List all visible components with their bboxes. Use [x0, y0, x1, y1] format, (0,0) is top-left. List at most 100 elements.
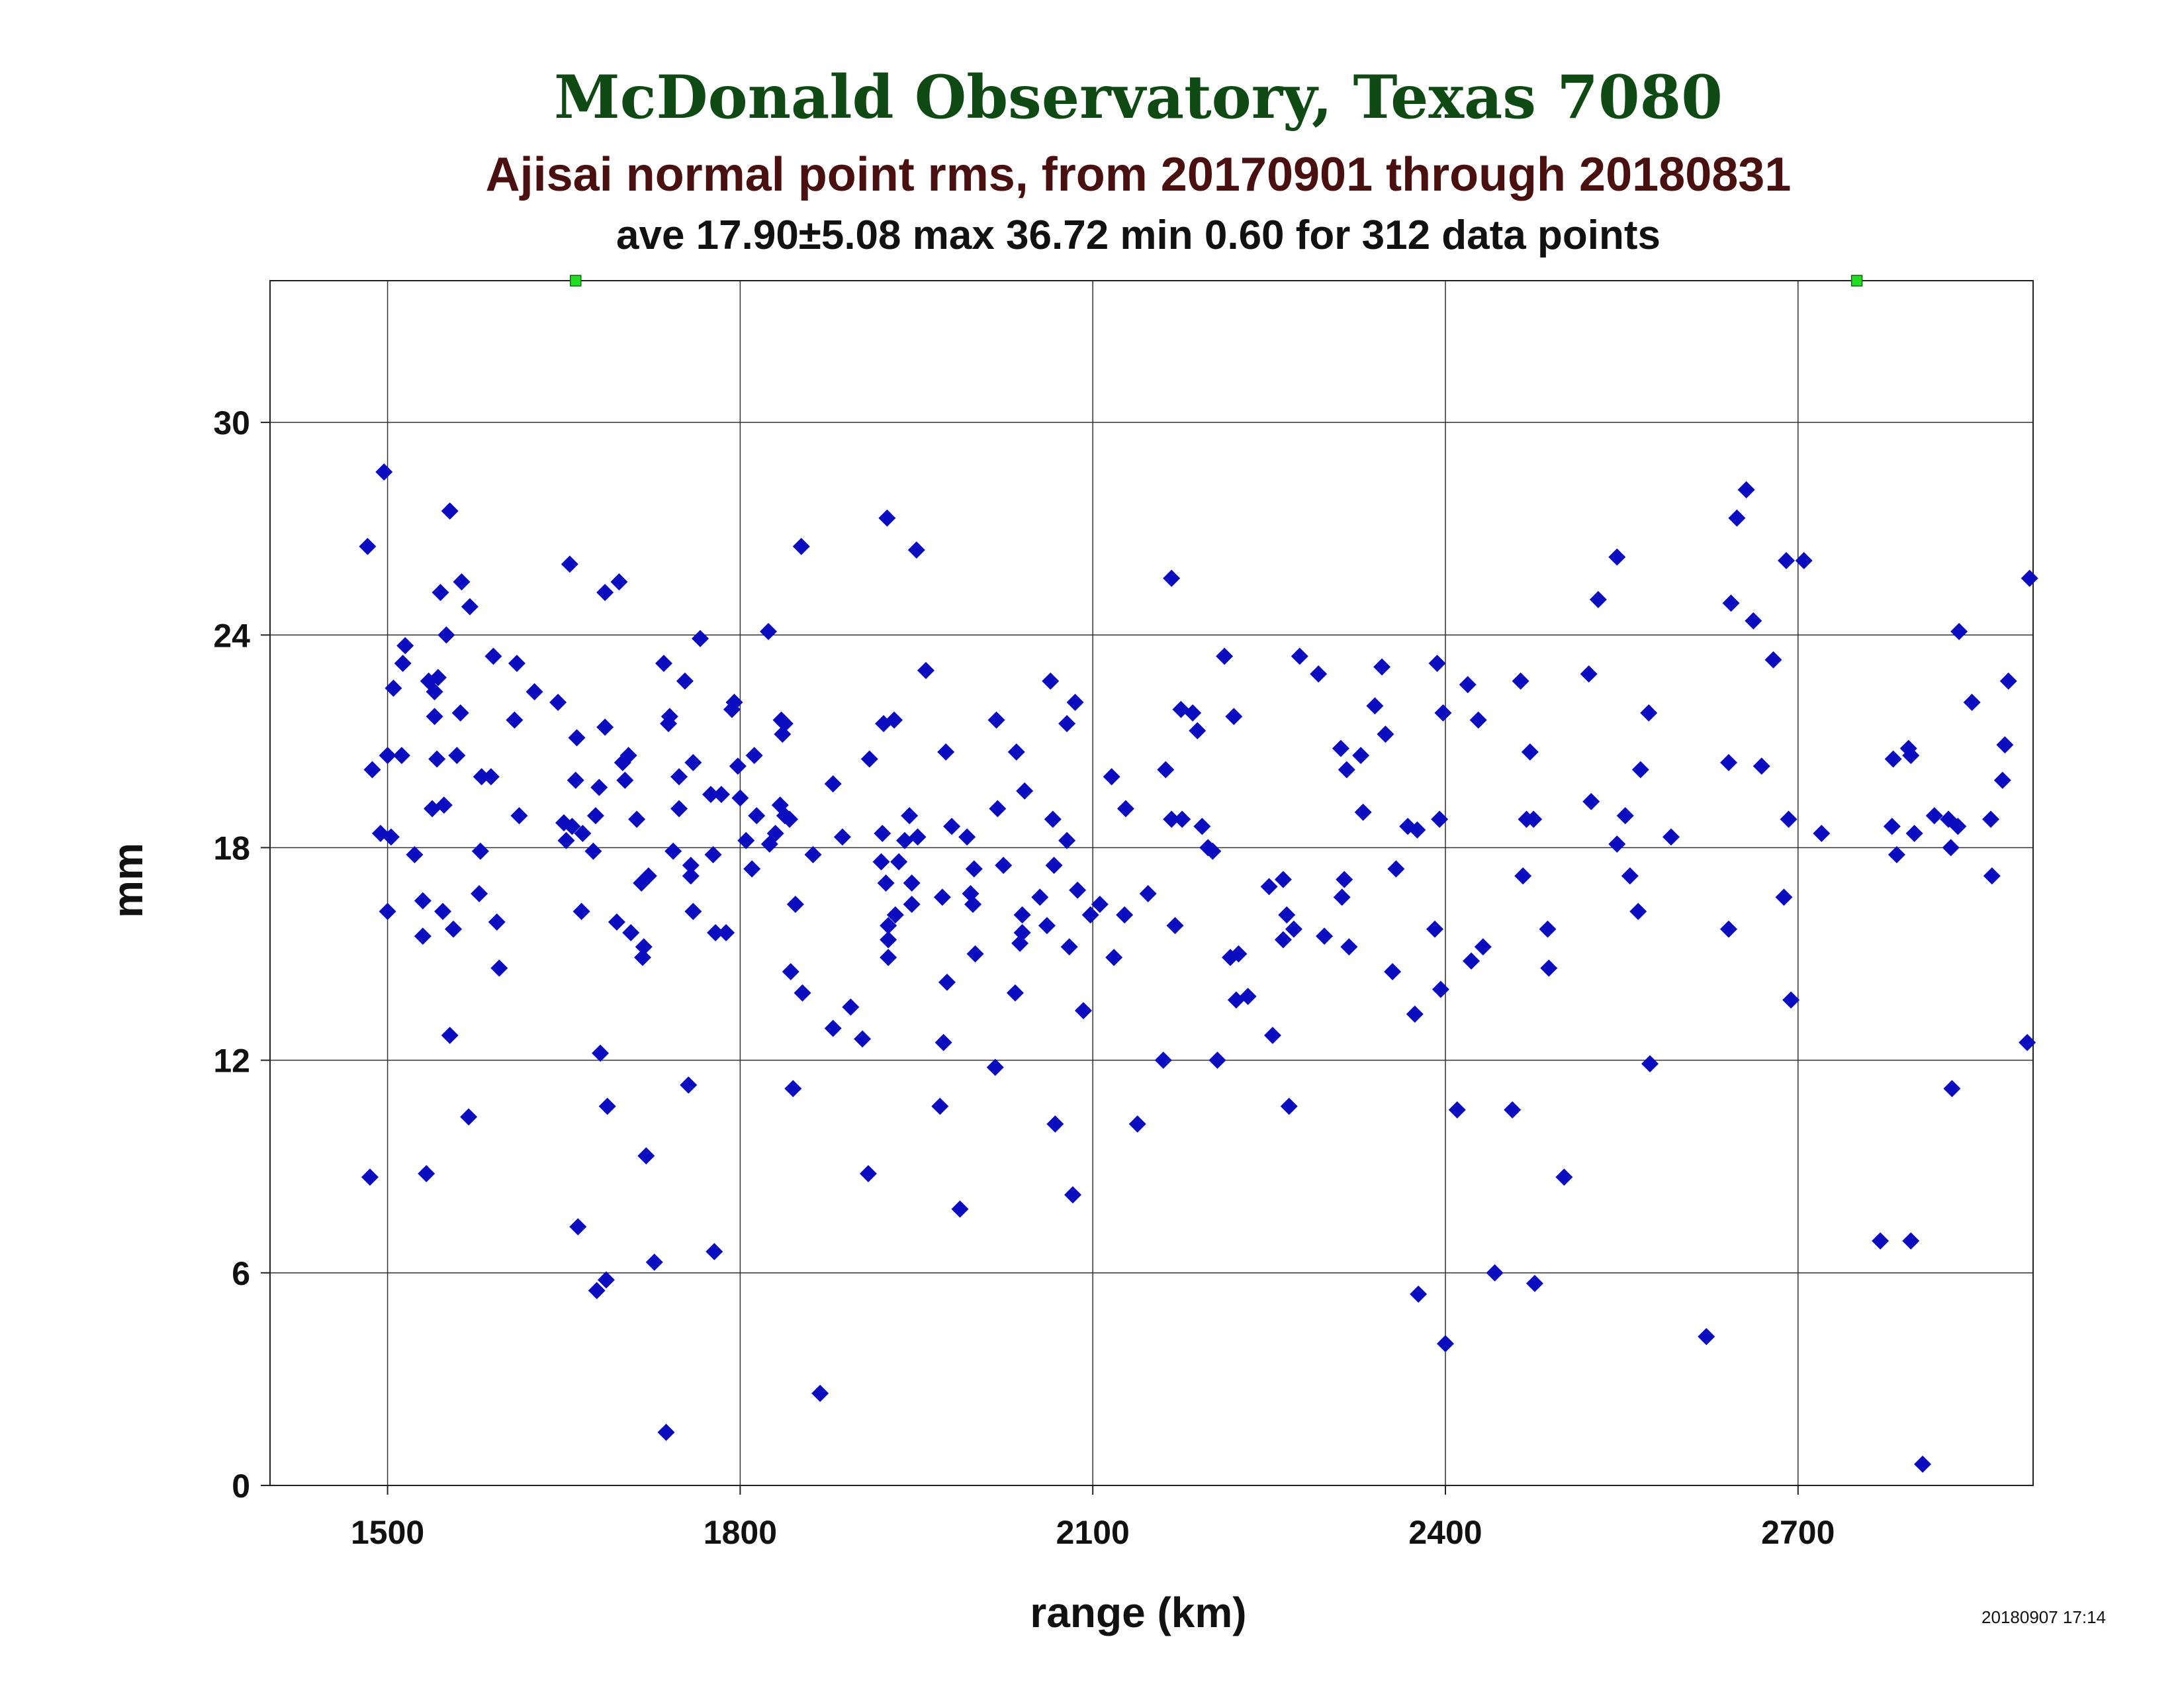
data-point — [909, 828, 927, 846]
data-point — [707, 923, 725, 941]
data-point — [2021, 569, 2038, 587]
data-point — [1193, 818, 1211, 835]
data-point — [664, 842, 682, 860]
data-point — [1434, 704, 1452, 722]
data-point — [637, 1147, 655, 1165]
data-point — [1608, 548, 1626, 566]
data-point — [951, 1200, 969, 1218]
data-point — [1883, 818, 1901, 835]
data-point — [886, 711, 903, 729]
data-point — [1795, 551, 1813, 569]
data-point — [1016, 782, 1034, 800]
chart-title: McDonald Observatory, Texas 7080 — [554, 62, 1723, 132]
data-point — [1884, 750, 1902, 768]
data-point — [1437, 1335, 1454, 1352]
data-point — [1459, 676, 1477, 694]
data-point — [901, 807, 919, 825]
data-point — [1154, 1051, 1172, 1069]
data-point — [792, 538, 810, 555]
data-point — [1778, 551, 1796, 569]
data-point — [1260, 878, 1278, 896]
data-point — [1103, 768, 1120, 786]
data-point — [1950, 622, 1968, 640]
data-point — [1006, 984, 1024, 1002]
data-point — [682, 867, 700, 885]
data-point — [1728, 509, 1746, 527]
data-point — [748, 807, 766, 825]
data-point — [1058, 831, 1076, 849]
data-point — [712, 786, 730, 804]
data-point — [1902, 747, 1920, 765]
data-point — [1996, 736, 2014, 754]
data-point — [660, 708, 678, 726]
data-point — [572, 902, 590, 920]
data-point — [598, 1098, 616, 1115]
data-point — [359, 538, 377, 555]
data-point — [1469, 711, 1487, 729]
data-point — [1081, 906, 1099, 924]
data-point — [588, 1282, 606, 1299]
data-point — [824, 1019, 842, 1037]
x-tick-label: 2700 — [1761, 1514, 1835, 1551]
data-point — [766, 825, 784, 843]
data-point — [406, 846, 424, 864]
data-point — [1058, 715, 1076, 733]
data-point — [896, 831, 914, 849]
x-tick-label: 2400 — [1408, 1514, 1482, 1551]
data-point — [1631, 761, 1649, 778]
data-point — [1336, 870, 1353, 888]
data-point — [1540, 959, 1558, 977]
data-point — [1216, 647, 1234, 665]
data-point — [684, 754, 702, 771]
data-point — [460, 1108, 478, 1126]
data-point — [396, 637, 414, 655]
data-point — [1044, 810, 1062, 828]
data-point — [943, 818, 961, 835]
data-point — [1745, 612, 1762, 630]
data-point — [1045, 857, 1063, 874]
data-point — [461, 598, 478, 616]
data-point — [622, 923, 640, 941]
data-point — [1775, 888, 1793, 906]
offscale-markers — [570, 275, 1863, 287]
data-point — [434, 902, 452, 920]
data-point — [441, 502, 459, 520]
data-point — [432, 584, 449, 602]
data-point — [1064, 1186, 1082, 1204]
data-point — [574, 825, 592, 843]
data-point — [426, 682, 443, 700]
data-point — [680, 1076, 698, 1094]
data-point — [725, 694, 743, 711]
data-point — [1173, 810, 1191, 828]
data-point — [890, 853, 908, 870]
data-point — [1239, 988, 1257, 1006]
data-point — [1338, 761, 1355, 778]
data-point — [731, 789, 749, 807]
data-point — [1060, 938, 1078, 956]
data-point — [1737, 481, 1755, 498]
data-point — [628, 810, 646, 828]
data-point — [938, 973, 956, 991]
data-point — [670, 800, 688, 818]
data-point — [903, 874, 921, 892]
offscale-marker — [570, 275, 582, 287]
data-point — [567, 771, 584, 789]
data-point — [1042, 672, 1060, 690]
data-point — [506, 711, 523, 729]
data-point — [441, 1027, 459, 1045]
data-point — [586, 807, 604, 825]
data-point — [1486, 1264, 1504, 1282]
data-point — [692, 630, 709, 647]
data-point — [1013, 923, 1031, 941]
stats-line: ave 17.90±5.08 max 36.72 min 0.60 for 31… — [616, 212, 1661, 258]
data-point — [1069, 881, 1087, 899]
data-point — [907, 541, 925, 559]
data-point — [1116, 800, 1134, 818]
data-point — [782, 962, 799, 980]
data-point — [824, 775, 842, 793]
data-point — [1406, 1006, 1424, 1023]
data-point — [1316, 927, 1334, 945]
data-point — [1163, 810, 1181, 828]
data-point — [1310, 665, 1328, 683]
